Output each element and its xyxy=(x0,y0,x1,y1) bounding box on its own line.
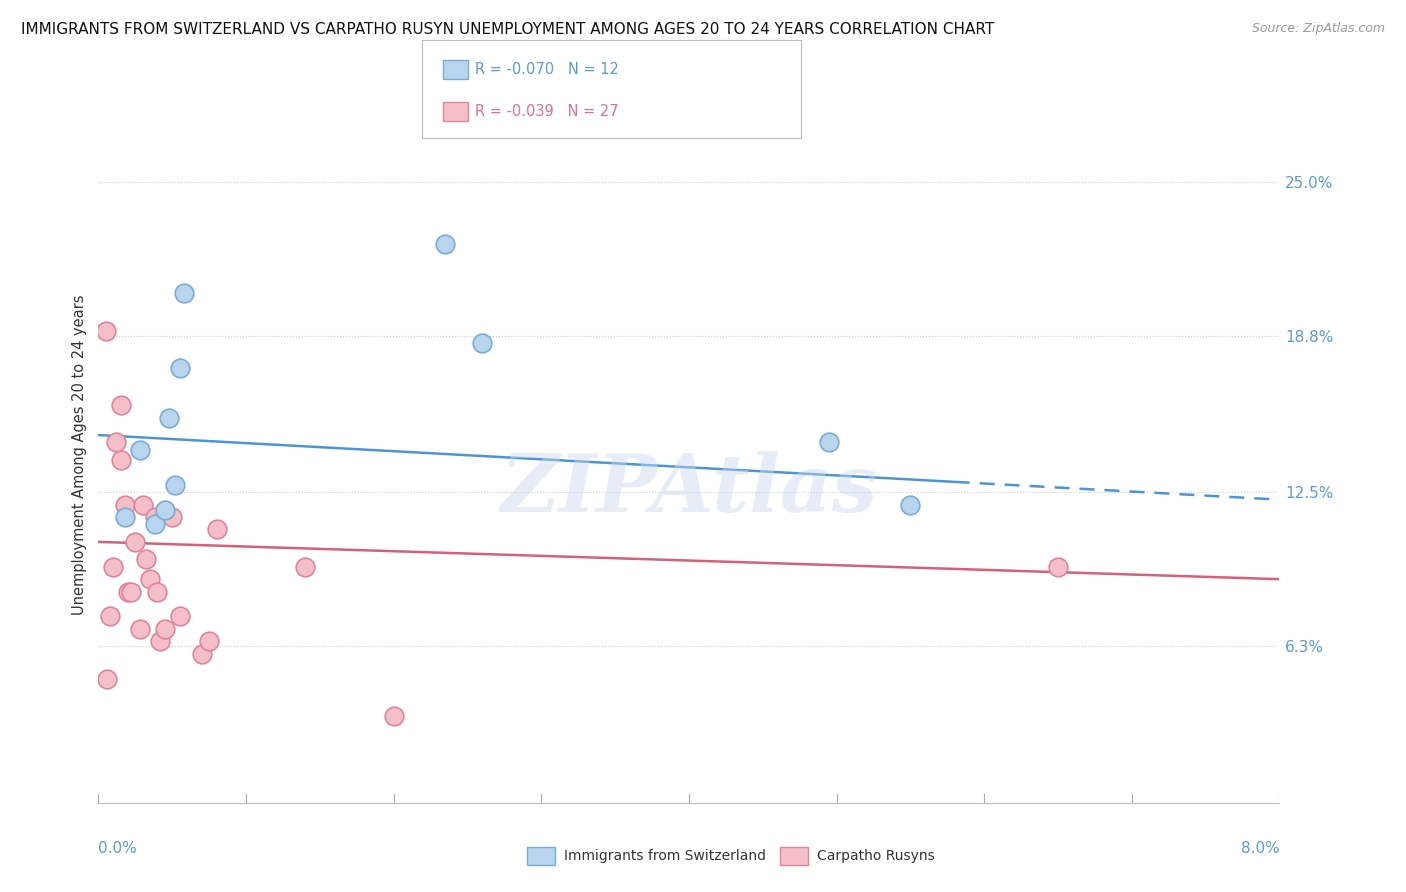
Point xyxy=(114,510,136,524)
Text: ZIPAtlas: ZIPAtlas xyxy=(501,451,877,528)
Point xyxy=(146,584,169,599)
Point xyxy=(294,559,316,574)
Point xyxy=(143,517,166,532)
Point xyxy=(103,559,125,574)
Point xyxy=(900,498,922,512)
Point xyxy=(173,286,195,301)
Point xyxy=(198,634,221,648)
Point xyxy=(132,498,155,512)
Text: Carpatho Rusyns: Carpatho Rusyns xyxy=(817,849,935,863)
Point xyxy=(205,523,228,537)
Point xyxy=(153,622,176,636)
Point xyxy=(124,534,146,549)
Point xyxy=(149,634,172,648)
Text: R = -0.070   N = 12: R = -0.070 N = 12 xyxy=(475,62,619,77)
Point xyxy=(165,477,187,491)
Point xyxy=(94,324,117,338)
Point xyxy=(434,236,457,251)
Point xyxy=(128,442,150,457)
Point xyxy=(191,647,214,661)
Point xyxy=(169,609,191,624)
Text: R = -0.039   N = 27: R = -0.039 N = 27 xyxy=(475,104,619,119)
Y-axis label: Unemployment Among Ages 20 to 24 years: Unemployment Among Ages 20 to 24 years xyxy=(72,294,87,615)
Text: Immigrants from Switzerland: Immigrants from Switzerland xyxy=(564,849,766,863)
Point xyxy=(105,435,128,450)
Point xyxy=(117,584,139,599)
Point xyxy=(98,609,121,624)
Point xyxy=(110,453,132,467)
Point xyxy=(157,410,180,425)
Point xyxy=(135,552,157,566)
Point xyxy=(162,510,183,524)
Point xyxy=(382,708,405,723)
Point xyxy=(139,572,162,586)
Point xyxy=(818,435,841,450)
Text: IMMIGRANTS FROM SWITZERLAND VS CARPATHO RUSYN UNEMPLOYMENT AMONG AGES 20 TO 24 Y: IMMIGRANTS FROM SWITZERLAND VS CARPATHO … xyxy=(21,22,994,37)
Point xyxy=(153,502,176,516)
Point xyxy=(169,360,191,375)
Point xyxy=(1046,559,1070,574)
Point xyxy=(110,398,132,412)
Point xyxy=(471,336,494,351)
Point xyxy=(96,672,118,686)
Point xyxy=(120,584,142,599)
Point xyxy=(143,510,166,524)
Text: 0.0%: 0.0% xyxy=(98,841,138,856)
Point xyxy=(128,622,150,636)
Text: Source: ZipAtlas.com: Source: ZipAtlas.com xyxy=(1251,22,1385,36)
Point xyxy=(114,498,136,512)
Text: 8.0%: 8.0% xyxy=(1240,841,1279,856)
